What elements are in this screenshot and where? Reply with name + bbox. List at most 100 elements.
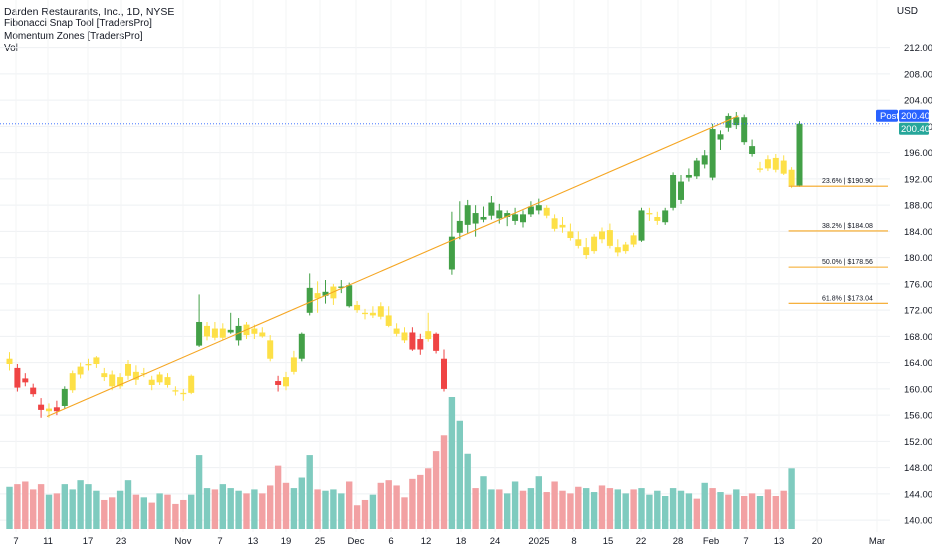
volume-bar <box>772 496 779 529</box>
candle-body <box>433 333 440 351</box>
volume-bar <box>432 451 440 529</box>
candle-body <box>140 373 147 375</box>
volume-bar <box>251 489 258 529</box>
price-tick-label: 192.00 <box>904 174 932 185</box>
time-axis[interactable]: 7 11 17 23 Nov 7 13 19 25 Dec 6 12 18 24 2025 8 15 22 28 Fe… <box>13 536 885 547</box>
volume-bar <box>211 489 219 529</box>
candle-body <box>591 236 598 252</box>
price-tick-label: 168.00 <box>904 332 932 343</box>
candle-body <box>599 231 605 240</box>
volume-bar <box>409 478 416 529</box>
volume-bar <box>662 496 669 529</box>
candle-body <box>22 378 29 383</box>
volume-bar <box>504 493 511 529</box>
candle-body <box>772 157 779 170</box>
candle-body <box>614 247 621 253</box>
candle-body <box>693 160 700 177</box>
price-tick-label: 152.00 <box>904 437 932 448</box>
volume-bar <box>101 499 108 529</box>
candle-body <box>749 146 756 154</box>
time-tick-label: 15 <box>603 536 614 547</box>
time-tick-label: 23 <box>116 536 127 547</box>
currency-label[interactable]: USD <box>896 6 918 17</box>
legend-indicator-momentum[interactable]: Momentum Zones [TradersPro] <box>4 30 143 42</box>
volume-bar <box>203 488 211 529</box>
volume-bar <box>480 476 487 529</box>
grid-lines <box>0 0 890 532</box>
volume-bar <box>14 484 21 529</box>
volume-bar <box>124 480 132 529</box>
volume-bar <box>669 488 677 529</box>
fib-level-label: 50.0% | $178.56 <box>822 259 873 266</box>
time-tick-label: 22 <box>636 536 647 547</box>
volume-bar <box>298 477 305 529</box>
candle-body <box>527 206 534 215</box>
volume-bar <box>630 489 637 529</box>
legend-indicator-vol[interactable]: Vol <box>4 43 18 55</box>
volume-bar <box>440 435 448 529</box>
volume-bar <box>109 497 116 529</box>
volume-bar <box>488 489 495 529</box>
volume-bar <box>448 397 456 529</box>
candle-body <box>101 373 108 378</box>
candle-body <box>283 377 289 387</box>
volume-bar <box>401 497 408 529</box>
candle-body <box>30 387 37 395</box>
candle-body <box>733 117 740 126</box>
candle-body <box>377 306 384 317</box>
last-price-label: 200.40 <box>901 124 930 135</box>
candle-body <box>504 213 511 217</box>
volume-bar <box>227 488 234 529</box>
time-tick-label: 25 <box>315 536 326 547</box>
time-tick-label: 7 <box>217 536 222 547</box>
price-tick-label: 204.00 <box>904 96 932 107</box>
volume-bar <box>53 493 61 529</box>
candle-body <box>125 363 131 376</box>
volume-bar <box>614 489 621 529</box>
post-badge-label: Post <box>880 111 899 122</box>
volume-bar <box>567 493 574 529</box>
time-tick-label: Nov <box>175 536 192 547</box>
volume-bar <box>788 468 795 529</box>
candle-body <box>69 373 76 391</box>
volume-bar <box>306 455 313 529</box>
time-tick-label: 6 <box>388 536 393 547</box>
price-tick-label: 208.00 <box>904 69 932 80</box>
volume-bar <box>733 489 740 529</box>
candle-body <box>796 123 803 186</box>
candle-body <box>6 358 13 364</box>
volume-bar <box>148 502 155 529</box>
price-badges: Post 200.40 200.40 <box>876 109 930 135</box>
candle-body <box>172 390 179 392</box>
volume-bar <box>243 493 250 529</box>
volume-bar <box>377 482 384 529</box>
candle-body <box>369 312 376 316</box>
candle-body <box>622 244 629 252</box>
candle-body <box>117 377 124 387</box>
volume-bar <box>606 488 614 529</box>
volume-bar <box>93 490 100 529</box>
volume-bar <box>235 490 242 529</box>
legend-indicator-fib[interactable]: Fibonacci Snap Tool [TradersPro] <box>4 18 152 30</box>
candle-body <box>77 366 84 375</box>
volume-bar <box>575 486 582 529</box>
time-tick-label: 13 <box>774 536 785 547</box>
volume-bar <box>709 488 716 529</box>
volume-bar <box>717 492 724 529</box>
candle-body <box>559 224 566 228</box>
volume-bar <box>188 494 195 529</box>
time-tick-label: 13 <box>248 536 259 547</box>
volume-bar <box>314 489 321 529</box>
legend-title: Darden Restaurants, Inc., 1D, NYSE <box>4 6 175 18</box>
time-tick-label: 17 <box>83 536 94 547</box>
candle-body <box>148 379 155 385</box>
candle-body <box>488 202 495 216</box>
candle-body <box>630 235 637 245</box>
candle-body <box>354 304 361 311</box>
volume-bar <box>132 494 140 529</box>
volume-bar <box>748 493 756 529</box>
volume-bar <box>330 489 337 529</box>
candle-body <box>701 155 708 165</box>
time-tick-label: 2025 <box>528 536 549 547</box>
